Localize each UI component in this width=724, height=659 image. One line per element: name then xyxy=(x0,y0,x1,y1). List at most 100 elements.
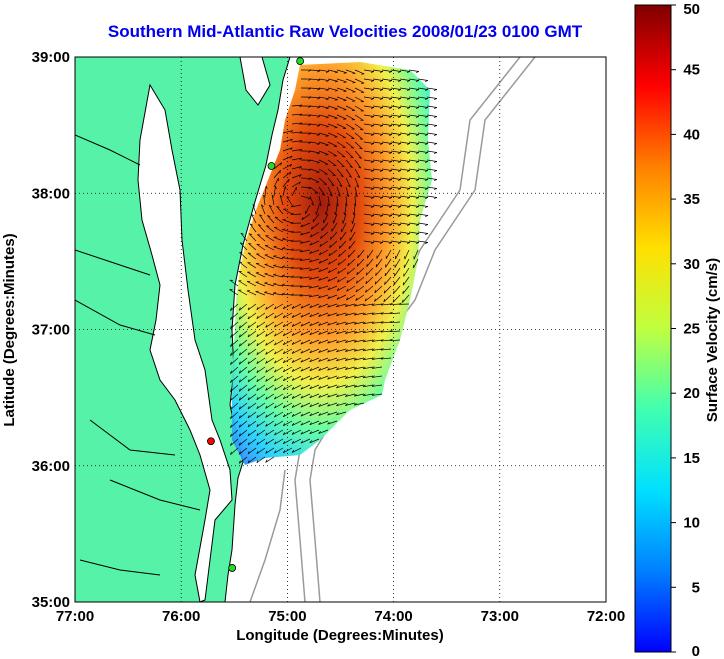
velocity-arrow-head xyxy=(371,321,375,324)
velocity-arrow xyxy=(300,276,311,279)
velocity-arrow-head xyxy=(397,161,402,163)
velocity-arrow xyxy=(327,420,338,425)
velocity-arrow xyxy=(264,292,275,296)
velocity-arrow xyxy=(327,294,338,299)
velocity-arrow xyxy=(255,291,266,296)
colorbar-tick-label: 40 xyxy=(683,126,700,143)
velocity-arrow xyxy=(257,224,266,233)
velocity-arrow xyxy=(255,281,266,287)
velocity-arrow xyxy=(291,113,302,116)
velocity-arrow xyxy=(300,429,311,435)
velocity-arrow xyxy=(336,348,347,353)
x-tick-label: 73:00 xyxy=(481,608,519,625)
velocity-arrow xyxy=(372,195,383,198)
velocity-arrow xyxy=(300,303,311,309)
velocity-arrow xyxy=(426,123,437,126)
velocity-arrow xyxy=(274,429,284,436)
station-marker xyxy=(296,57,305,65)
velocity-arrow-head xyxy=(309,431,312,435)
velocity-arrow-head xyxy=(336,367,339,371)
velocity-arrow xyxy=(230,429,239,437)
velocity-arrow-head xyxy=(365,289,367,293)
velocity-arrow xyxy=(327,285,338,291)
velocity-arrow-head xyxy=(370,134,375,136)
velocity-arrow-head xyxy=(356,271,358,275)
velocity-arrow-head xyxy=(406,224,411,226)
velocity-arrow-head xyxy=(359,147,363,150)
velocity-arrow xyxy=(336,87,347,92)
velocity-arrow-head xyxy=(336,340,339,344)
velocity-arrow xyxy=(363,384,374,388)
velocity-arrow xyxy=(426,96,437,99)
x-tick-label: 75:00 xyxy=(268,608,306,625)
velocity-arrow xyxy=(239,348,248,356)
velocity-arrow xyxy=(327,411,338,416)
velocity-arrow-head xyxy=(349,166,353,168)
velocity-arrow xyxy=(354,87,365,93)
velocity-arrow-head xyxy=(397,80,402,82)
velocity-arrow xyxy=(390,96,401,99)
velocity-arrow-head xyxy=(424,152,429,154)
velocity-arrow-head xyxy=(340,175,344,177)
velocity-arrow-head xyxy=(379,125,384,127)
velocity-arrow-head xyxy=(371,366,375,369)
velocity-arrow xyxy=(354,375,365,379)
velocity-arrow xyxy=(309,195,315,206)
velocity-arrow xyxy=(274,216,284,224)
velocity-arrow xyxy=(399,141,410,144)
velocity-arrow-head xyxy=(265,432,268,436)
x-tick-label: 77:00 xyxy=(56,608,94,625)
velocity-arrow-head xyxy=(282,237,286,240)
velocity-arrow-head xyxy=(406,233,411,235)
velocity-arrow xyxy=(318,420,329,425)
velocity-arrow xyxy=(300,366,311,372)
velocity-arrow-head xyxy=(318,413,321,416)
velocity-arrow xyxy=(283,357,293,364)
velocity-arrow xyxy=(265,447,275,454)
velocity-arrow xyxy=(355,285,365,293)
velocity-arrow-head xyxy=(329,194,333,197)
velocity-arrow-head xyxy=(345,349,348,352)
velocity-arrow-head xyxy=(291,332,295,336)
velocity-arrow-head xyxy=(379,197,384,199)
velocity-arrow xyxy=(372,96,383,99)
velocity-arrow-head xyxy=(300,224,303,228)
velocity-arrow-head xyxy=(316,124,321,127)
velocity-arrow xyxy=(318,69,329,72)
velocity-arrow xyxy=(318,321,329,326)
velocity-arrow xyxy=(309,249,320,254)
velocity-arrow xyxy=(363,321,374,325)
velocity-arrow-head xyxy=(327,270,331,273)
velocity-arrow-head xyxy=(238,397,241,401)
velocity-arrow xyxy=(328,249,338,257)
velocity-arrow xyxy=(363,213,374,216)
velocity-arrow xyxy=(354,366,365,370)
velocity-arrow xyxy=(318,159,329,165)
velocity-arrow-head xyxy=(424,215,429,217)
velocity-arrow-head xyxy=(247,442,250,446)
velocity-arrow-head xyxy=(247,334,250,338)
velocity-arrow xyxy=(363,177,374,180)
velocity-arrow xyxy=(390,213,401,216)
velocity-arrow xyxy=(341,222,347,233)
velocity-arrow xyxy=(372,87,383,90)
velocity-arrow-head xyxy=(318,422,321,425)
colorbar-tick-label: 0 xyxy=(692,643,700,659)
velocity-arrow-head xyxy=(370,107,375,109)
velocity-arrow-head xyxy=(354,348,357,352)
velocity-arrow xyxy=(300,420,311,426)
velocity-arrow-head xyxy=(252,204,256,207)
velocity-arrow xyxy=(276,206,284,215)
velocity-arrow xyxy=(363,114,374,117)
velocity-arrow xyxy=(372,105,383,108)
velocity-arrow xyxy=(381,240,392,243)
velocity-arrow xyxy=(318,375,329,380)
velocity-arrow xyxy=(408,87,419,90)
velocity-arrow-head xyxy=(347,262,349,266)
velocity-arrow-head xyxy=(291,305,295,309)
velocity-arrow-head xyxy=(309,395,312,399)
velocity-arrow-head xyxy=(282,432,286,436)
velocity-arrow xyxy=(399,96,410,99)
velocity-arrow xyxy=(282,257,293,260)
velocity-arrow-head xyxy=(309,422,312,426)
